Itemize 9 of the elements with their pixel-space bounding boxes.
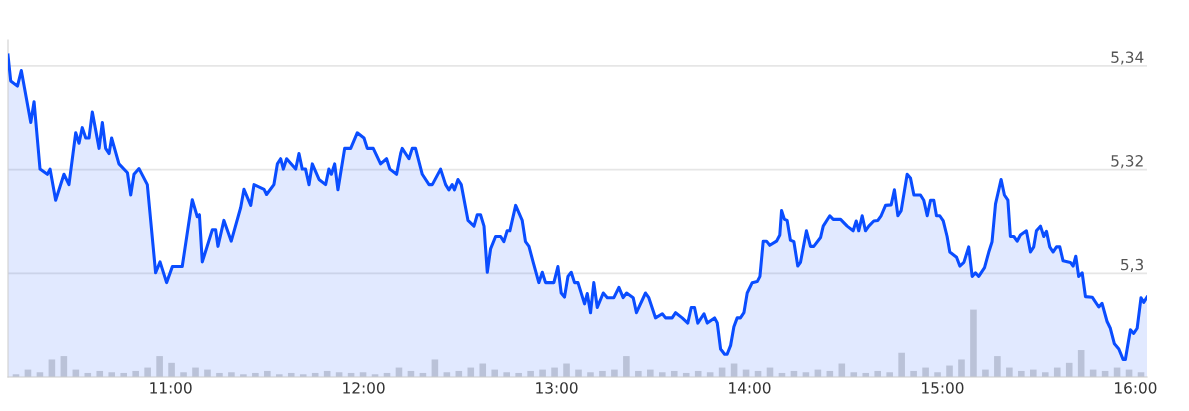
y-tick-label: 5,3 (1121, 258, 1143, 272)
x-tick-label: 13:00 (536, 382, 578, 394)
y-tick-label: 5,32 (1111, 155, 1143, 169)
x-tick-label: 15:00 (922, 382, 964, 394)
x-tick-label: 14:00 (729, 382, 771, 394)
y-tick-label: 5,34 (1111, 51, 1144, 65)
x-tick-label: 16:00 (1115, 382, 1157, 394)
x-tick-label: 11:00 (150, 382, 192, 394)
x-tick-label: 12:00 (343, 382, 385, 394)
